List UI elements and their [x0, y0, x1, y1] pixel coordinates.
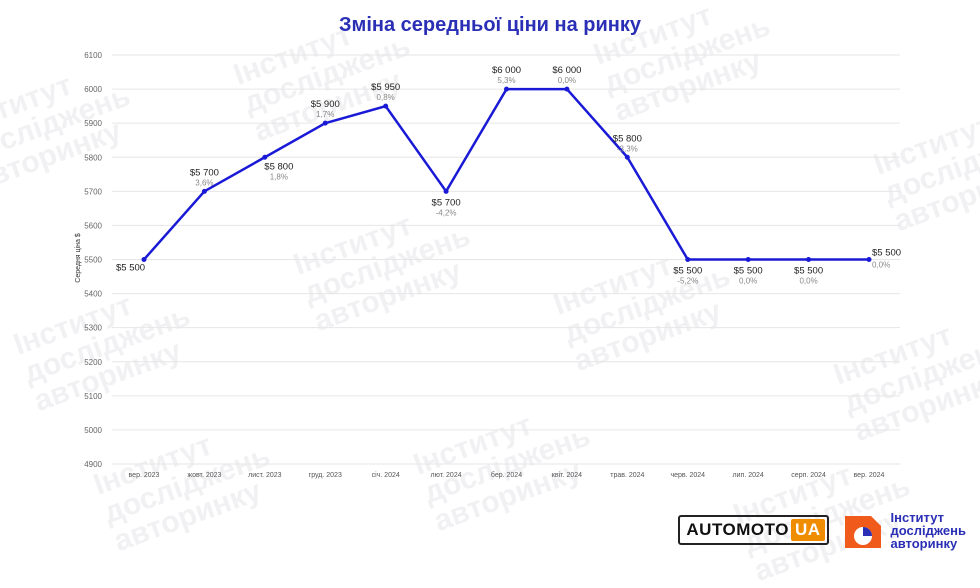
percent-label: 1,7% [316, 110, 334, 119]
value-label: $5 800 [264, 161, 293, 172]
percent-label: -5,2% [677, 277, 698, 286]
x-tick-label: лист. 2023 [248, 472, 281, 479]
value-label: $5 800 [613, 133, 642, 144]
x-tick-label: серп. 2024 [791, 472, 826, 479]
institute-logo-icon [844, 516, 881, 548]
y-tick-label: 6000 [84, 85, 102, 94]
institute-logo-line-2: досліджень [890, 522, 967, 538]
data-point [383, 103, 389, 109]
x-tick-label: черв. 2024 [670, 472, 705, 479]
value-label: $6 000 [552, 65, 581, 76]
percent-label: -4,2% [436, 208, 457, 217]
institute-logo-text: Інститут досліджень авторинку [891, 511, 967, 550]
value-label: $5 500 [734, 266, 763, 277]
x-tick-label: лип. 2024 [733, 472, 764, 479]
value-label: $5 900 [311, 99, 340, 110]
data-point [443, 188, 449, 194]
x-tick-label: груд. 2023 [309, 472, 342, 479]
value-label: $5 950 [371, 82, 400, 93]
x-tick-label: трав. 2024 [610, 472, 644, 479]
x-tick-label: вер. 2023 [129, 472, 160, 479]
percent-label: 3,6% [195, 178, 213, 187]
automoto-logo: AUTOMOTO UA [678, 515, 829, 545]
y-axis-label: Середня ціна $ [74, 233, 82, 283]
data-point [262, 154, 268, 160]
y-tick-label: 5800 [84, 153, 102, 162]
y-tick-label: 5000 [84, 426, 102, 435]
chart-title: Зміна середньої ціни на ринку [339, 14, 641, 36]
series-line [143, 87, 869, 261]
value-label: $5 500 [872, 248, 901, 259]
y-tick-label: 5300 [84, 324, 102, 333]
y-tick-label: 5700 [84, 187, 102, 196]
institute-logo-line-3: авторинку [890, 535, 958, 551]
x-tick-label: бер. 2024 [491, 471, 522, 479]
y-tick-label: 5400 [84, 290, 102, 299]
value-label: $6 000 [492, 65, 521, 76]
value-label: $5 500 [116, 263, 145, 274]
percent-label: 0,0% [799, 277, 817, 286]
y-tick-label: 5100 [84, 392, 102, 401]
percent-label: 0,0% [872, 261, 890, 270]
data-point [624, 154, 630, 160]
x-tick-label: квіт. 2024 [552, 471, 582, 479]
x-tick-label: січ. 2024 [372, 471, 400, 479]
value-label: $5 700 [432, 197, 461, 208]
automoto-logo-ua: UA [790, 519, 825, 541]
percent-label: -3,3% [617, 144, 638, 153]
y-tick-label: 5900 [84, 119, 102, 128]
percent-label: 0,8% [377, 93, 395, 102]
data-point [141, 257, 147, 262]
line-chart: 4900 5000 5100 5200 5300 5400 5500 5600 5700 5800… [74, 51, 901, 479]
data-point [504, 86, 509, 92]
y-tick-label: 5600 [84, 221, 102, 230]
data-point [745, 257, 751, 262]
y-tick-label: 5500 [84, 256, 102, 265]
y-tick-label: 6100 [84, 51, 102, 60]
percent-label: 0,0% [558, 76, 576, 85]
y-tick-label: 5200 [84, 358, 102, 367]
percent-label: 5,3% [497, 76, 515, 85]
data-point [806, 257, 812, 262]
x-tick-label: вер. 2024 [854, 472, 885, 479]
data-point [201, 188, 207, 194]
x-tick-label: жовт. 2023 [187, 472, 221, 479]
value-label: $5 700 [190, 167, 219, 178]
institute-logo: Інститут досліджень авторинку [841, 510, 967, 550]
value-label: $5 500 [794, 266, 823, 277]
institute-logo-line-1: Інститут [890, 509, 945, 525]
footer-logos: AUTOMOTO UA Інститут досліджень авторинк… [678, 510, 966, 550]
data-point [866, 257, 872, 262]
percent-label: 0,0% [739, 277, 757, 286]
x-tick-label: лют. 2024 [431, 472, 462, 479]
data-point [685, 257, 691, 262]
percent-label: 1,8% [270, 172, 288, 181]
data-point [322, 120, 328, 126]
value-label: $5 500 [673, 266, 702, 277]
y-tick-label: 4900 [84, 460, 102, 469]
data-point [564, 86, 570, 92]
automoto-logo-text: AUTOMOTO [686, 520, 789, 539]
